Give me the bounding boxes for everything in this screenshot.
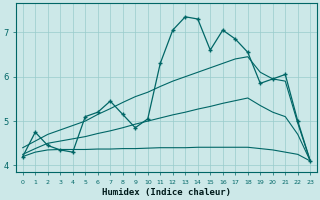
X-axis label: Humidex (Indice chaleur): Humidex (Indice chaleur) bbox=[102, 188, 231, 197]
